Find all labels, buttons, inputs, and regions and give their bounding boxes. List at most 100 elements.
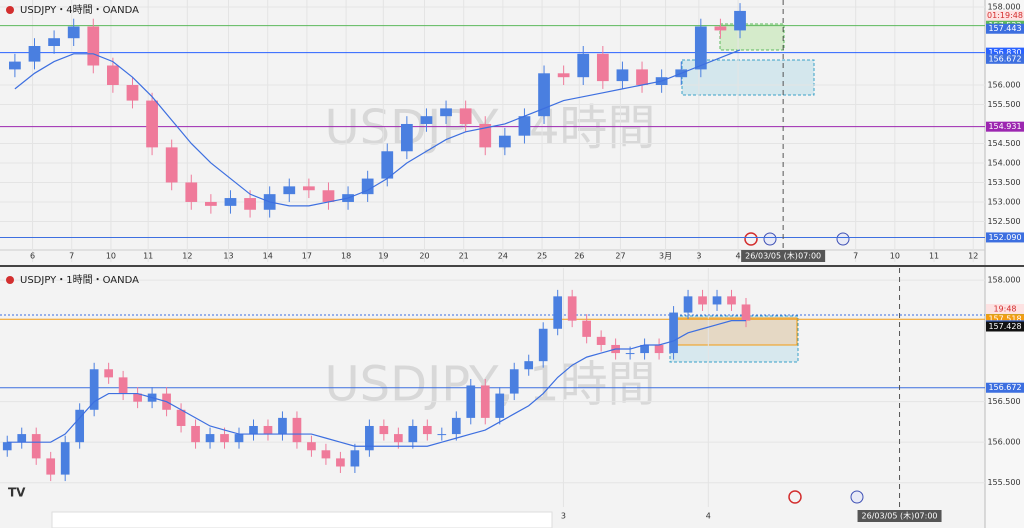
candle-body [636,69,648,85]
x-tick-label: 10 [890,252,900,261]
moving-average [7,320,746,447]
x-tick-label: 3月 [659,252,672,261]
candle-body [582,320,591,337]
candle-body [292,417,302,443]
price-tag [986,382,1024,393]
event-icon[interactable] [744,232,758,246]
y-tick-label: 155.500 [987,100,1020,109]
candle-body [321,450,331,459]
plot-area: USDJPY, 1時間 [0,268,985,507]
candle-body [683,296,693,313]
candle-body [336,458,345,467]
cursor-box [741,250,826,262]
x-tick-label: 3 [696,252,701,261]
x-tick-label: 4 [706,512,711,521]
candle-body [17,434,27,443]
candle-body [557,73,570,78]
x-tick-label: 6 [30,252,35,261]
candle-body [698,296,707,305]
candle-body [146,100,158,148]
x-tick-label: 13 [223,252,233,261]
candle-body [322,190,335,202]
y-tick-label: 155.500 [987,478,1020,487]
candle-body [263,425,273,435]
y-tick-label: 154.000 [987,158,1020,167]
price-tag [986,232,1024,243]
candle-body [480,385,490,418]
x-tick-label: 12 [182,252,192,261]
candle-body [727,296,736,305]
candle-body [518,116,531,136]
y-tick-label: 156.000 [987,438,1020,447]
candle-body [48,38,60,47]
y-tick-label: 152.500 [987,217,1020,226]
candle-body [133,393,142,402]
x-tick-label: 17 [302,252,312,261]
x-tick-label: 14 [263,252,273,261]
candle-body [466,385,476,418]
candle-body [734,10,746,31]
price-tag [986,47,1024,58]
countdown-tag [986,10,1024,21]
watermark: USDJPY, 1時間 [325,357,656,413]
candle-body [553,296,563,329]
x-tick-label: 18 [341,252,351,261]
x-tick-label: 3 [561,512,566,521]
x-tick-label: 11 [929,252,939,261]
candle-body [596,336,606,345]
price-tag [986,53,1024,64]
event-flag[interactable] [836,232,850,246]
y-tick-label: 156.500 [987,397,1020,406]
candle-body [538,328,548,362]
candle-body [524,361,534,370]
candle-body [616,69,629,82]
candle-body [577,53,590,78]
x-tick-label: 10 [106,252,116,261]
price-axis [985,0,1024,528]
candle-body [107,65,119,85]
candle-body [640,344,649,354]
price-tag-label: 154.931 [988,122,1021,131]
x-tick-label: 25 [537,252,547,261]
candle-body [350,450,360,467]
price-tag-label: 157.428 [988,322,1021,331]
candle-body [712,296,722,305]
price-tag [986,314,1024,325]
event-icon[interactable] [788,490,802,504]
x-tick-label: 26 [574,252,584,261]
cursor-box [857,510,942,522]
x-tick-label: 24 [498,252,508,261]
moving-average [14,49,741,207]
candle-body [87,26,100,66]
event-flag[interactable] [850,490,864,504]
candle-body [278,417,287,435]
candle-body [176,409,186,426]
symbol-icon [6,276,14,284]
plot-area: USDJPY, 4時間 [0,0,985,262]
candle-body [249,425,258,435]
candle-body [509,369,519,394]
candle-body [408,425,418,443]
drawing-toolbar[interactable] [51,511,553,528]
candle-body [283,186,296,195]
candle-body [379,425,389,435]
candle-body [498,135,511,148]
candle-body [394,434,403,443]
candle-body [596,53,609,82]
cursor-time: 07:00 [798,252,821,261]
candle-body [400,123,413,152]
candle-body [694,26,707,70]
candle-body [479,123,492,148]
price-tag-label: 156.672 [988,54,1021,63]
candle-body [459,108,472,124]
candle-body [75,409,85,443]
event-flag[interactable] [763,232,777,246]
candle-body [31,434,41,459]
countdown-tag [986,303,1024,314]
candle-body [669,312,678,354]
x-tick-label: 20 [419,252,429,261]
candle-body [741,304,751,321]
candle-body [625,353,635,355]
